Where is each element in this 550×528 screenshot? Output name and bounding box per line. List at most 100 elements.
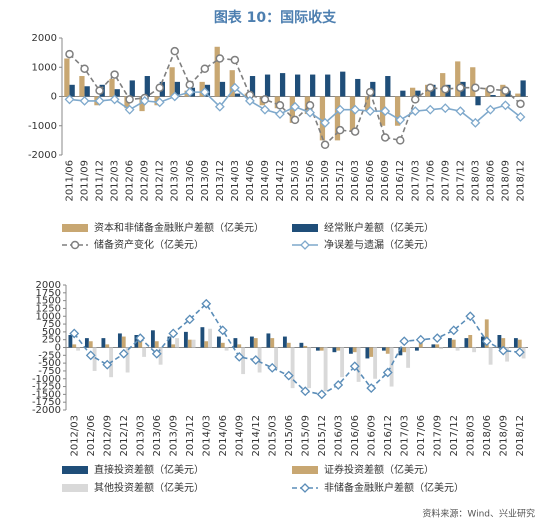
x-tick-label: 2016/09 [380, 160, 391, 202]
marker [333, 380, 344, 390]
title: 图表 10：国际收支 [214, 9, 337, 26]
x-tick-label: 2011/06 [65, 160, 76, 202]
x-tick-label: 2015/06 [305, 160, 316, 202]
bar [336, 347, 341, 351]
marker [410, 106, 421, 117]
marker [514, 347, 525, 358]
x-tick-label: 2012/09 [102, 415, 113, 457]
marker [139, 95, 150, 106]
bar [515, 93, 521, 97]
bar [204, 341, 209, 348]
bar [472, 347, 477, 353]
marker [217, 325, 228, 336]
marker [366, 383, 377, 394]
marker [470, 117, 481, 128]
marker [234, 351, 245, 362]
marker [471, 83, 480, 92]
y-tick-label: 1250 [36, 303, 61, 314]
marker [440, 103, 451, 114]
y-tick-label: 2000 [36, 280, 61, 291]
y-tick-label: 0 [55, 343, 61, 354]
x-tick-label: 2017/03 [410, 160, 421, 202]
marker [260, 95, 270, 104]
x-tick-label: 2018/09 [498, 415, 509, 457]
bar [167, 336, 172, 348]
bar [364, 96, 371, 112]
bar [365, 347, 370, 359]
bar [484, 319, 489, 348]
marker [365, 87, 375, 97]
bar [129, 80, 135, 97]
marker [65, 49, 74, 59]
marker [455, 106, 466, 117]
bar [468, 335, 473, 348]
legend-swatch [292, 224, 318, 232]
x-tick-label: 2012/12 [119, 415, 130, 457]
bar [451, 339, 456, 348]
x-tick-label: 2015/09 [320, 160, 331, 202]
marker [425, 104, 436, 115]
legend-label: 资本和非储备金融账户差额（亿美元） [94, 221, 264, 234]
marker [380, 133, 390, 142]
marker [125, 95, 134, 104]
bar [214, 46, 220, 97]
marker [426, 83, 435, 92]
x-tick-label: 2013/09 [168, 415, 179, 457]
bar [208, 328, 213, 348]
bar [169, 67, 175, 97]
marker [260, 104, 270, 115]
bar [234, 93, 241, 97]
marker [124, 104, 135, 115]
line [73, 302, 520, 396]
bar [440, 73, 446, 97]
x-tick-label: 2016/09 [366, 415, 377, 457]
legend-label: 储备资产变化（亿美元） [94, 238, 204, 251]
bar [241, 347, 246, 375]
bar [105, 344, 110, 348]
marker [395, 136, 405, 145]
bar [340, 71, 346, 97]
x-tick-label: 2014/09 [260, 160, 271, 202]
y-tick-label: 2000 [32, 33, 57, 44]
x-tick-label: 2015/06 [284, 415, 295, 457]
x-tick-label: 2013/12 [215, 160, 226, 202]
marker [380, 106, 391, 117]
bar [447, 338, 452, 348]
legend-label: 其他投资差额（亿美元） [94, 481, 204, 494]
x-tick-label: 2015/03 [267, 415, 278, 457]
bar [249, 76, 256, 97]
bar [175, 338, 180, 348]
y-tick-label: 500 [42, 327, 61, 338]
marker [85, 350, 96, 361]
marker [102, 359, 113, 370]
marker [300, 386, 311, 397]
legend-label: 直接投资差额（亿美元） [94, 463, 204, 476]
bar [109, 78, 115, 97]
x-tick-label: 2017/03 [399, 415, 410, 457]
marker [214, 101, 225, 112]
marker [118, 348, 129, 359]
y-tick-label: -1750 [32, 397, 61, 408]
bar [290, 347, 295, 389]
bar [139, 96, 145, 112]
marker [349, 361, 360, 372]
marker [283, 370, 294, 381]
marker [365, 106, 376, 117]
bar [158, 347, 163, 365]
bar [92, 347, 97, 371]
bar [332, 347, 337, 353]
bar [279, 73, 286, 97]
marker [184, 314, 195, 325]
x-tick-label: 2014/03 [201, 415, 212, 457]
marker [465, 311, 476, 322]
x-tick-label: 2014/12 [275, 160, 286, 202]
x-tick-label: 2011/12 [95, 160, 106, 202]
x-tick-label: 2013/03 [135, 415, 146, 457]
x-tick-label: 2012/09 [140, 160, 151, 202]
x-tick-label: 2016/12 [395, 160, 406, 202]
y-tick-label: -250 [38, 350, 61, 361]
bar [497, 335, 502, 348]
bar [72, 344, 77, 348]
x-tick-label: 2012/03 [110, 160, 121, 202]
x-tick-label: 2012/12 [155, 160, 166, 202]
